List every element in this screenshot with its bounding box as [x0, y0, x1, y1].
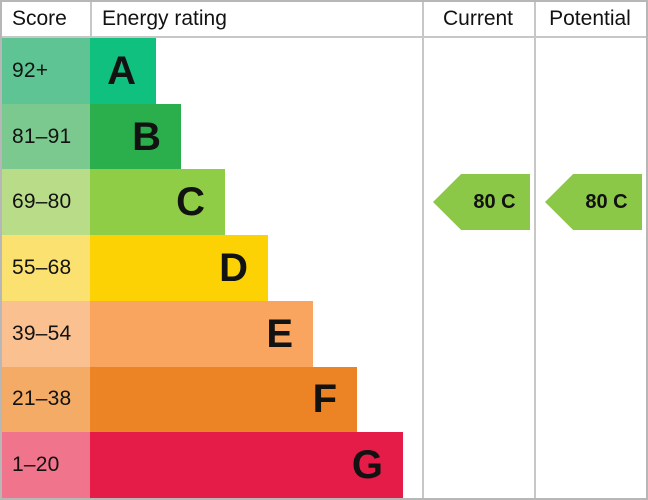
score-range-cell: 81–91 [2, 103, 90, 170]
rating-letter: D [219, 246, 248, 291]
rating-row: 55–68 D [2, 235, 646, 301]
rating-letter: F [312, 377, 337, 422]
score-range-cell: 1–20 [2, 432, 90, 498]
rating-band-bar: A [90, 38, 156, 104]
potential-column-divider [534, 2, 536, 498]
rating-letter: B [132, 114, 161, 159]
rating-band-bar: C [90, 169, 225, 236]
rating-rows: 92+ A 81–91 B 69–80 C 55–68 D 39–54 [2, 38, 646, 498]
score-range-cell: 55–68 [2, 235, 90, 301]
rating-row: 1–20 G [2, 432, 646, 498]
rating-band-bar: E [90, 300, 313, 367]
chart-header: Score Energy rating Current Potential [2, 2, 646, 38]
rating-row: 92+ A [2, 38, 646, 104]
rating-row: 69–80 C [2, 169, 646, 236]
rating-band-bar: D [90, 235, 268, 301]
rating-row: 21–38 F [2, 366, 646, 433]
score-range-cell: 21–38 [2, 366, 90, 433]
header-score: Score [12, 7, 67, 30]
rating-band-bar: B [90, 103, 181, 170]
rating-band-bar: G [90, 432, 403, 498]
rating-row: 39–54 E [2, 300, 646, 367]
current-column-divider [422, 2, 424, 498]
score-column-divider [90, 2, 92, 36]
rating-row: 81–91 B [2, 103, 646, 170]
rating-band-bar: F [90, 366, 357, 433]
rating-letter: E [266, 311, 293, 356]
header-current: Current [442, 7, 514, 30]
score-range-cell: 92+ [2, 38, 90, 104]
score-range-cell: 39–54 [2, 300, 90, 367]
current-rating-label: 80 C [473, 190, 516, 213]
rating-letter: A [107, 48, 136, 93]
header-potential: Potential [549, 7, 631, 30]
header-energy-rating: Energy rating [102, 7, 227, 30]
score-range-cell: 69–80 [2, 169, 90, 236]
rating-letter: G [351, 443, 383, 488]
rating-letter: C [176, 180, 205, 225]
potential-rating-label: 80 C [585, 190, 628, 213]
